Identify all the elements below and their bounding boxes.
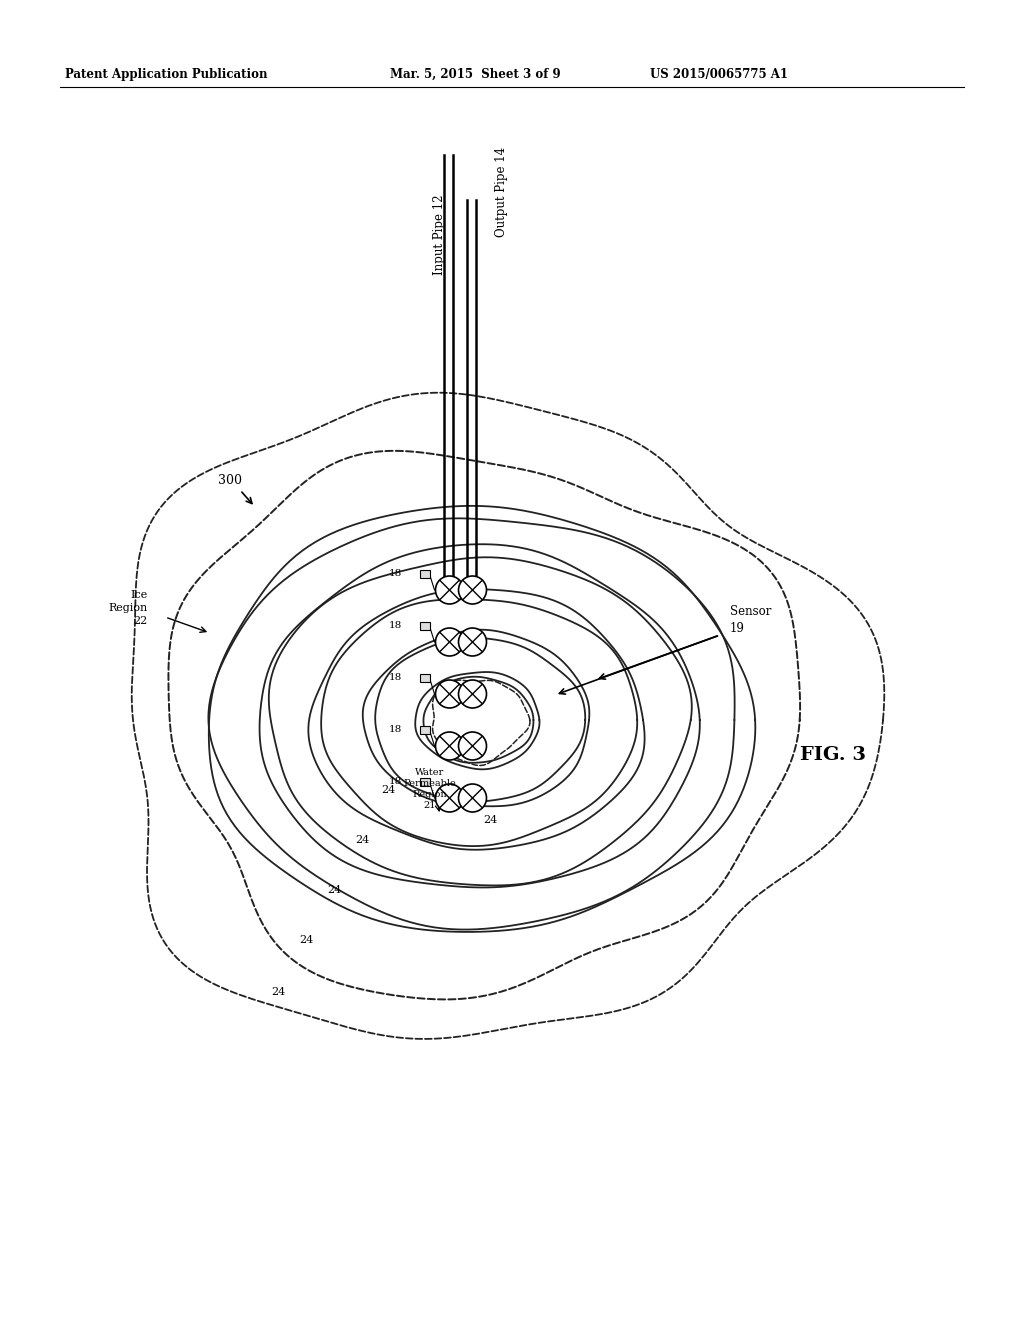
Text: Water
Permeable
Region
21: Water Permeable Region 21 bbox=[403, 768, 457, 810]
Circle shape bbox=[459, 680, 486, 708]
Text: 24: 24 bbox=[271, 987, 285, 997]
Text: Sensor
19: Sensor 19 bbox=[730, 605, 771, 635]
Circle shape bbox=[435, 680, 464, 708]
Bar bbox=[420, 726, 429, 734]
Circle shape bbox=[459, 628, 486, 656]
Circle shape bbox=[435, 576, 464, 605]
Text: 18: 18 bbox=[389, 726, 402, 734]
Text: FIG. 3: FIG. 3 bbox=[800, 746, 866, 764]
Circle shape bbox=[435, 733, 464, 760]
Bar bbox=[420, 777, 429, 785]
Text: 24: 24 bbox=[327, 884, 341, 895]
Text: 18: 18 bbox=[389, 622, 402, 631]
Circle shape bbox=[459, 576, 486, 605]
Bar bbox=[420, 570, 429, 578]
Circle shape bbox=[459, 784, 486, 812]
Circle shape bbox=[459, 733, 486, 760]
Text: Output Pipe 14: Output Pipe 14 bbox=[495, 147, 508, 238]
Text: 18: 18 bbox=[389, 777, 402, 787]
Text: Mar. 5, 2015  Sheet 3 of 9: Mar. 5, 2015 Sheet 3 of 9 bbox=[390, 69, 560, 81]
Circle shape bbox=[435, 628, 464, 656]
Text: 300: 300 bbox=[218, 474, 242, 487]
Text: 18: 18 bbox=[389, 673, 402, 682]
Text: 24: 24 bbox=[483, 814, 497, 825]
Text: Input Pipe 12: Input Pipe 12 bbox=[432, 194, 445, 275]
Text: 24: 24 bbox=[355, 836, 369, 845]
Text: 18: 18 bbox=[389, 569, 402, 578]
Text: 24: 24 bbox=[299, 935, 313, 945]
Text: 24: 24 bbox=[381, 785, 395, 795]
Circle shape bbox=[435, 784, 464, 812]
Text: Ice
Region
22: Ice Region 22 bbox=[109, 590, 148, 626]
Bar bbox=[420, 622, 429, 630]
Text: US 2015/0065775 A1: US 2015/0065775 A1 bbox=[650, 69, 788, 81]
Text: Patent Application Publication: Patent Application Publication bbox=[65, 69, 267, 81]
Bar bbox=[420, 675, 429, 682]
